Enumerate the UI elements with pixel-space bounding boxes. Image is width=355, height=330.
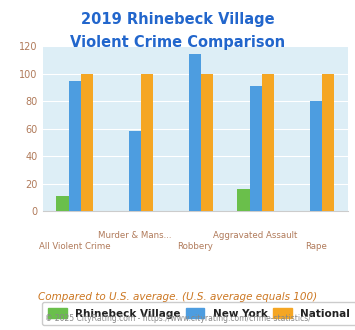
Legend: Rhinebeck Village, New York, National: Rhinebeck Village, New York, National	[42, 302, 355, 325]
Text: All Violent Crime: All Violent Crime	[39, 242, 110, 251]
Text: Aggravated Assault: Aggravated Assault	[213, 231, 298, 240]
Text: Compared to U.S. average. (U.S. average equals 100): Compared to U.S. average. (U.S. average …	[38, 292, 317, 302]
Text: Murder & Mans...: Murder & Mans...	[98, 231, 172, 240]
Bar	[56, 196, 69, 211]
Bar	[262, 74, 274, 211]
Bar	[201, 74, 213, 211]
Bar	[310, 101, 322, 211]
Bar	[237, 189, 250, 211]
Text: Robbery: Robbery	[177, 242, 213, 251]
Bar	[322, 74, 334, 211]
Bar	[189, 54, 201, 211]
Bar	[69, 81, 81, 211]
Text: 2019 Rhinebeck Village: 2019 Rhinebeck Village	[81, 12, 274, 26]
Text: Violent Crime Comparison: Violent Crime Comparison	[70, 35, 285, 50]
Bar	[81, 74, 93, 211]
Bar	[250, 86, 262, 211]
Bar	[141, 74, 153, 211]
Text: Rape: Rape	[305, 242, 327, 251]
Text: © 2025 CityRating.com - https://www.cityrating.com/crime-statistics/: © 2025 CityRating.com - https://www.city…	[45, 314, 310, 323]
Bar	[129, 131, 141, 211]
